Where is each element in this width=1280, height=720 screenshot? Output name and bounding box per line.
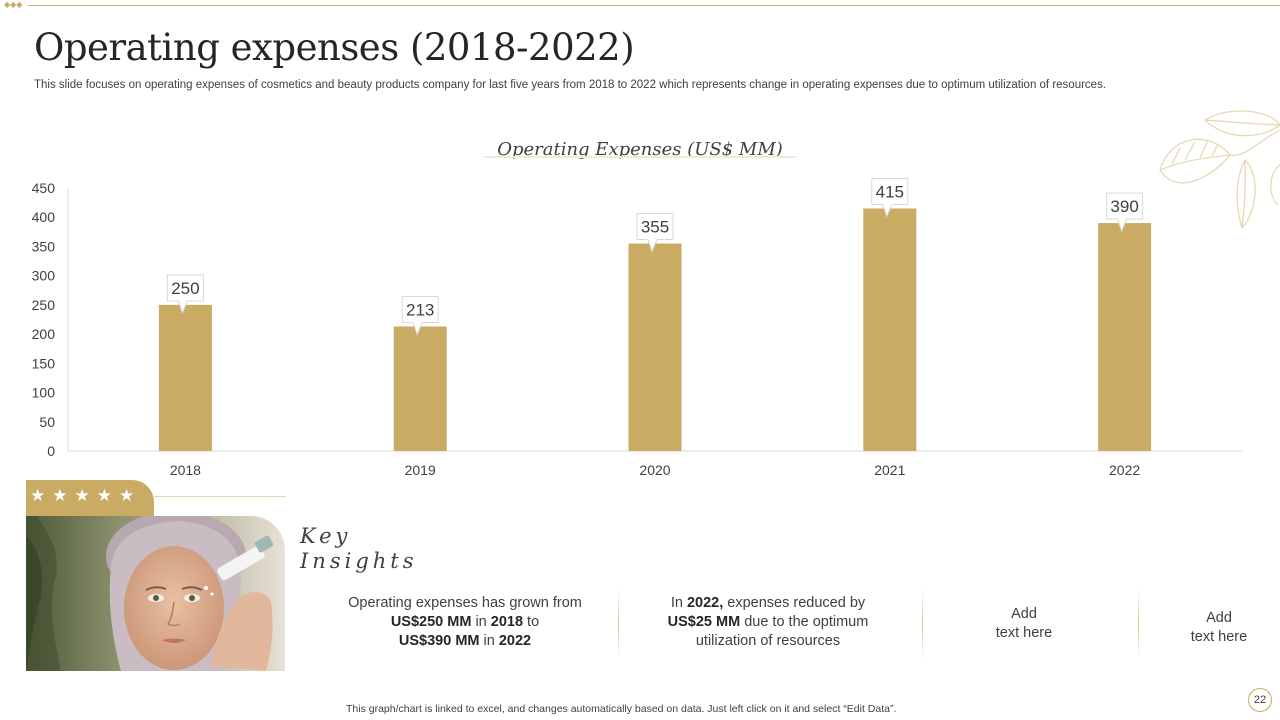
y-tick-label: 0 [47, 443, 55, 459]
insight-placeholder-2-line2: text here [1190, 629, 1248, 645]
page-title: Operating expenses (2018-2022) [34, 26, 635, 69]
insight-growth-year-from: 2018 [490, 614, 524, 630]
insight-reduction-text2: due to the optimum [740, 614, 869, 630]
y-tick-label: 200 [32, 326, 56, 342]
x-tick-label: 2021 [874, 462, 905, 478]
insight-growth-year-to: 2022 [498, 633, 532, 649]
bar [158, 304, 212, 451]
y-tick-label: 450 [32, 180, 56, 196]
stars-icon: ★★★★★ [30, 486, 142, 505]
insight-divider [618, 588, 619, 660]
insight-divider [1138, 588, 1139, 660]
data-label-callout [401, 296, 439, 336]
y-tick-label: 300 [32, 268, 56, 284]
insight-reduction-year: 2022, [686, 595, 724, 611]
x-tick-label: 2018 [170, 462, 201, 478]
insight-reduction-text1: expenses reduced by [723, 595, 866, 611]
y-tick-label: 150 [32, 355, 56, 371]
page-number: 22 [1248, 688, 1272, 712]
insight-placeholder-2: Add text here [1160, 609, 1278, 647]
bar-chart: 0 50 100 150 200 250 300 350 400 450 2018 250 2019 21… [32, 177, 1242, 478]
insight-placeholder-1-line2: text here [995, 625, 1053, 641]
data-label: 390 [1110, 197, 1138, 216]
key-insights-heading: Key Insights [300, 524, 418, 573]
insight-growth-in2: in [479, 633, 499, 649]
footer-note: This graph/chart is linked to excel, and… [346, 703, 897, 715]
insight-placeholder-1: Add text here [964, 605, 1084, 643]
diamond-ornament-icon: ◆◆◆ [4, 0, 23, 9]
y-tick-label: 350 [32, 238, 56, 254]
data-label: 355 [641, 218, 669, 237]
bar [1098, 223, 1152, 451]
x-tick-label: 2022 [1109, 462, 1140, 478]
x-tick-label: 2020 [639, 462, 670, 478]
insight-growth-amount-from: US$250 MM [390, 614, 472, 630]
page-subtitle: This slide focuses on operating expenses… [34, 79, 1107, 91]
y-tick-label: 250 [32, 297, 56, 313]
data-label-callout [166, 274, 204, 315]
insight-reduction-line3: utilization of resources [695, 633, 841, 649]
badge-divider [154, 496, 286, 497]
data-label: 213 [406, 301, 434, 320]
insight-growth-line1: Operating expenses has grown from [348, 595, 582, 611]
woman-skincare-photo [26, 516, 285, 671]
insight-divider [922, 588, 923, 660]
data-label-callout [871, 177, 909, 218]
chart-title-underline [484, 156, 796, 158]
insight-growth-in1: in [471, 614, 491, 630]
star-badge [26, 480, 154, 516]
y-tick-label: 400 [32, 209, 56, 225]
insight-growth: Operating expenses has grown from US$250… [330, 594, 600, 651]
y-tick-label: 50 [39, 414, 55, 430]
x-tick-label: 2019 [405, 462, 436, 478]
bar [393, 326, 447, 451]
top-border-line [28, 5, 1280, 6]
insight-growth-to: to [523, 614, 540, 630]
bar [863, 208, 917, 451]
insight-reduction-amount: US$25 MM [667, 614, 741, 630]
leaf-decoration-icon [1159, 110, 1280, 230]
insight-placeholder-1-line1: Add [1011, 606, 1037, 622]
data-label-callout [1106, 192, 1144, 233]
photo-illustration-icon [26, 516, 285, 671]
insight-placeholder-2-line1: Add [1206, 610, 1232, 626]
insight-reduction-in: In [670, 595, 687, 611]
data-label: 250 [171, 279, 199, 298]
insight-growth-amount-to: US$390 MM [398, 633, 480, 649]
data-label: 415 [876, 182, 904, 201]
data-label-callout [636, 213, 674, 253]
y-tick-label: 100 [32, 385, 56, 401]
bar [628, 243, 682, 451]
chart-title: Operating Expenses (US$ MM) [497, 139, 783, 160]
insight-reduction: In 2022, expenses reduced by US$25 MM du… [632, 594, 904, 651]
